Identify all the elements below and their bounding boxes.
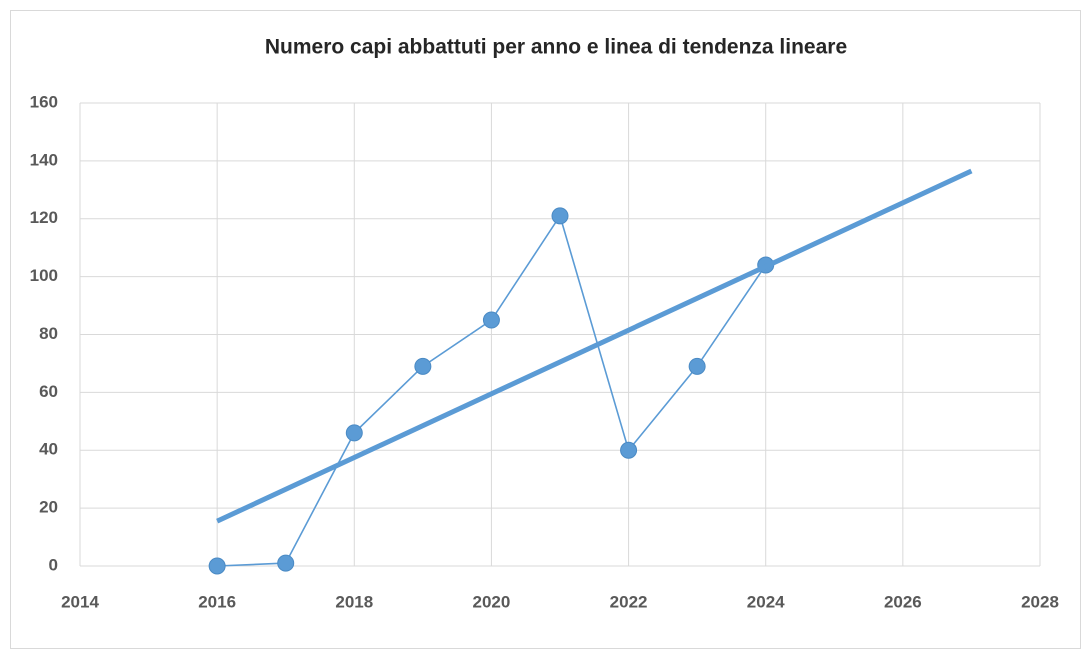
y-tick-label: 100 — [30, 266, 58, 285]
marker — [414, 357, 432, 375]
marker — [482, 311, 500, 329]
x-tick-label: 2024 — [747, 592, 785, 611]
chart-title: Numero capi abbattuti per anno e linea d… — [265, 36, 847, 59]
x-tick-label: 2028 — [1021, 592, 1059, 611]
marker — [277, 554, 295, 572]
chart-border — [10, 10, 1081, 649]
marker — [345, 424, 363, 442]
y-tick-label: 160 — [30, 92, 58, 111]
y-tick-label: 140 — [30, 150, 58, 169]
x-tick-label: 2018 — [335, 592, 373, 611]
y-tick-label: 0 — [49, 555, 58, 574]
y-tick-label: 60 — [39, 382, 58, 401]
y-tick-label: 120 — [30, 208, 58, 227]
y-tick-label: 20 — [39, 498, 58, 517]
x-tick-label: 2022 — [610, 592, 648, 611]
y-tick-label: 80 — [39, 324, 58, 343]
marker — [208, 557, 226, 575]
marker — [620, 441, 638, 459]
y-tick-label: 40 — [39, 440, 58, 459]
x-tick-label: 2016 — [198, 592, 236, 611]
trend-line — [216, 168, 973, 524]
marker — [688, 357, 706, 375]
marker — [551, 207, 569, 225]
x-tick-label: 2020 — [473, 592, 511, 611]
x-tick-label: 2026 — [884, 592, 922, 611]
x-tick-label: 2014 — [61, 592, 99, 611]
